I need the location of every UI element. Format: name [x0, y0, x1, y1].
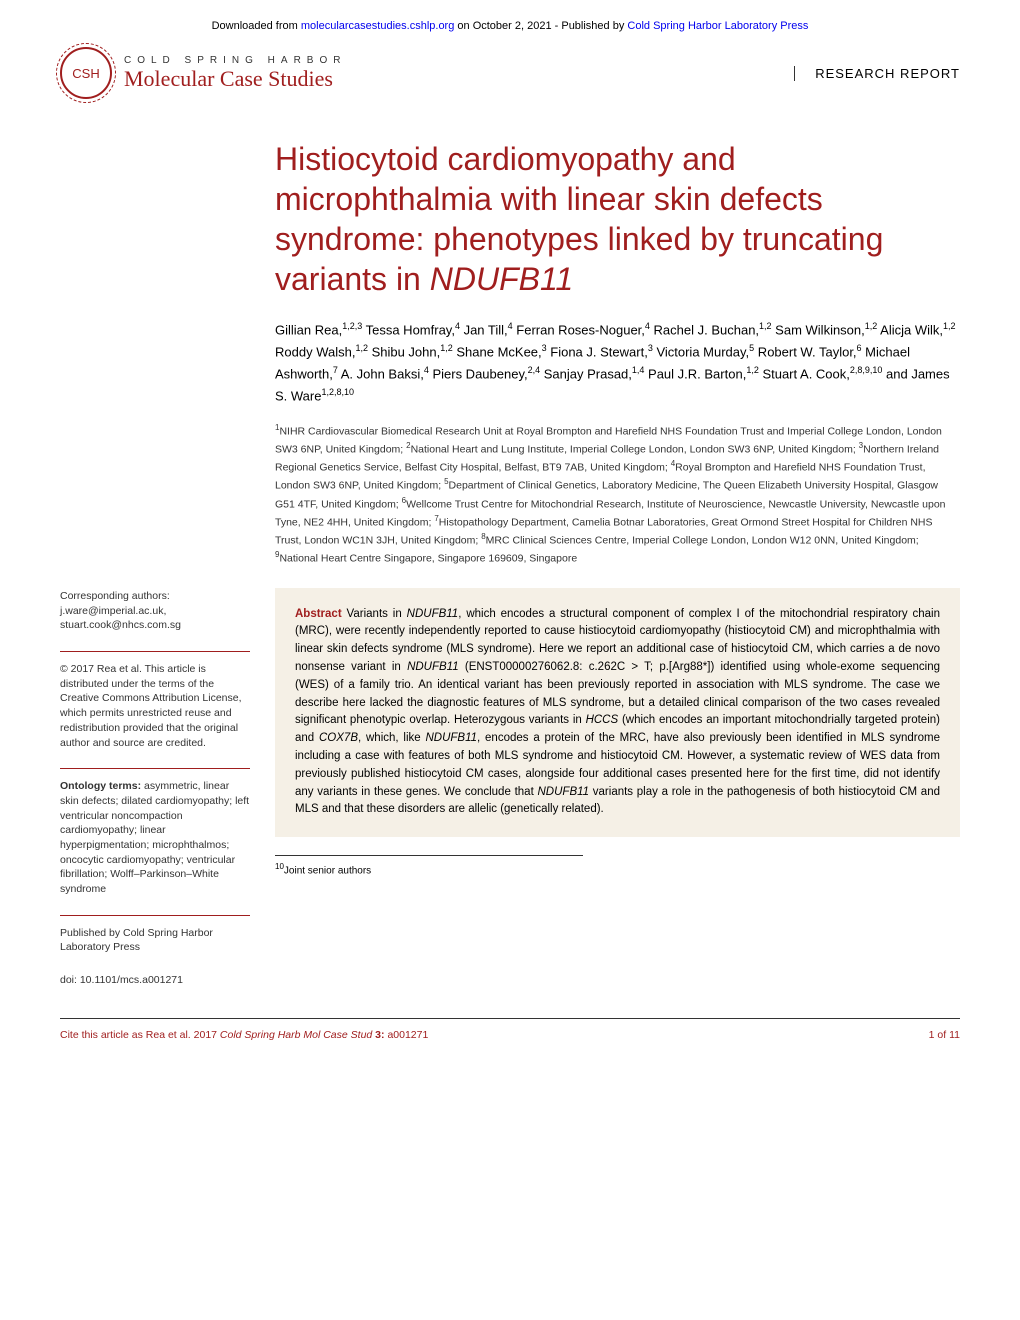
abstract-text: Variants in NDUFB11, which encodes a str…: [295, 608, 940, 816]
banner-mid: on October 2, 2021 - Published by: [454, 20, 627, 32]
download-banner: Downloaded from molecularcasestudies.csh…: [60, 20, 960, 32]
publisher-info: Published by Cold Spring Harbor Laborato…: [60, 915, 250, 955]
logo-text-top: COLD SPRING HARBOR: [124, 55, 346, 66]
banner-link-site[interactable]: molecularcasestudies.cshlp.org: [301, 20, 454, 32]
corresponding-authors: Corresponding authors: j.ware@imperial.a…: [60, 589, 250, 633]
report-type: RESEARCH REPORT: [794, 66, 960, 81]
page-number: 1 of 11: [929, 1029, 960, 1041]
csh-logo-icon: CSH: [60, 47, 112, 99]
ontology-label: Ontology terms:: [60, 780, 141, 792]
banner-prefix: Downloaded from: [212, 20, 301, 32]
bottom-rule: [60, 1018, 960, 1019]
citation-text: Cite this article as Rea et al. 2017 Col…: [60, 1029, 428, 1041]
abstract-label: Abstract: [295, 608, 342, 620]
header-row: CSH COLD SPRING HARBOR Molecular Case St…: [60, 47, 960, 99]
abstract-box: Abstract Variants in NDUFB11, which enco…: [275, 588, 960, 838]
footnote-rule: [275, 855, 583, 856]
citation-row: Cite this article as Rea et al. 2017 Col…: [60, 1029, 960, 1041]
main-content: Corresponding authors: j.ware@imperial.a…: [60, 139, 960, 988]
article-title: Histiocytoid cardiomyopathy and micropht…: [275, 139, 960, 299]
journal-logo-text: COLD SPRING HARBOR Molecular Case Studie…: [124, 55, 346, 92]
doi: doi: 10.1101/mcs.a001271: [60, 973, 250, 988]
joint-senior-footnote: 10Joint senior authors: [275, 862, 960, 876]
authors-list: Gillian Rea,1,2,3 Tessa Homfray,4 Jan Ti…: [275, 319, 960, 408]
ontology-terms: Ontology terms: asymmetric, linear skin …: [60, 768, 250, 897]
article-body: Histiocytoid cardiomyopathy and micropht…: [275, 139, 960, 988]
journal-logo-block: CSH COLD SPRING HARBOR Molecular Case St…: [60, 47, 346, 99]
copyright-notice: © 2017 Rea et al. This article is distri…: [60, 651, 250, 750]
sidebar: Corresponding authors: j.ware@imperial.a…: [60, 139, 250, 988]
ontology-text: asymmetric, linear skin defects; dilated…: [60, 780, 249, 895]
banner-link-publisher[interactable]: Cold Spring Harbor Laboratory Press: [627, 20, 808, 32]
logo-text-bottom: Molecular Case Studies: [124, 66, 346, 92]
title-gene: NDUFB11: [430, 261, 573, 297]
affiliations-list: 1NIHR Cardiovascular Biomedical Research…: [275, 422, 960, 568]
